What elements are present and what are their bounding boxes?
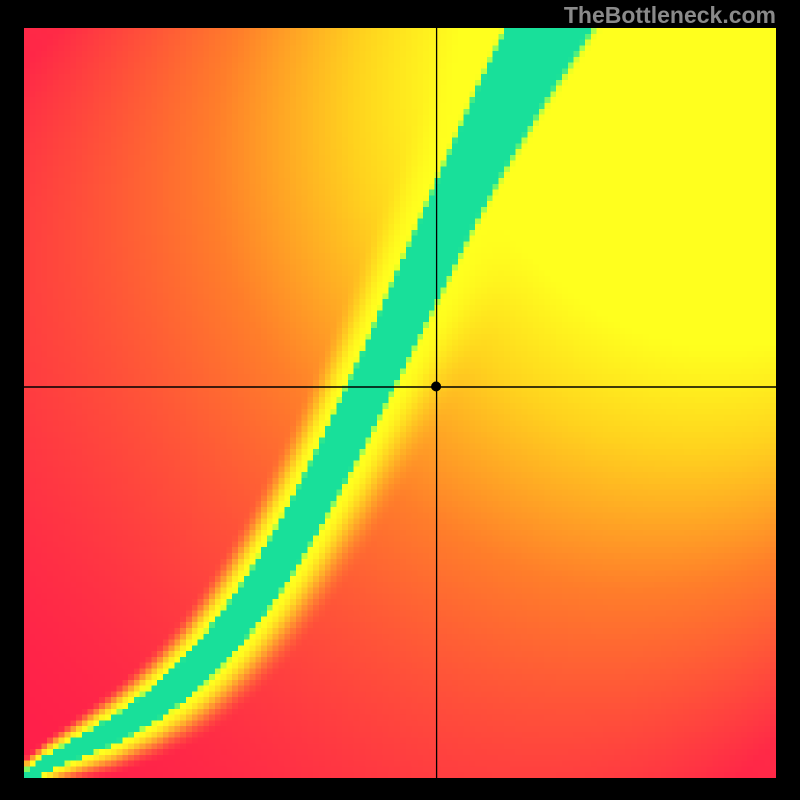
crosshair-overlay: [24, 28, 776, 778]
watermark-text: TheBottleneck.com: [564, 2, 776, 29]
